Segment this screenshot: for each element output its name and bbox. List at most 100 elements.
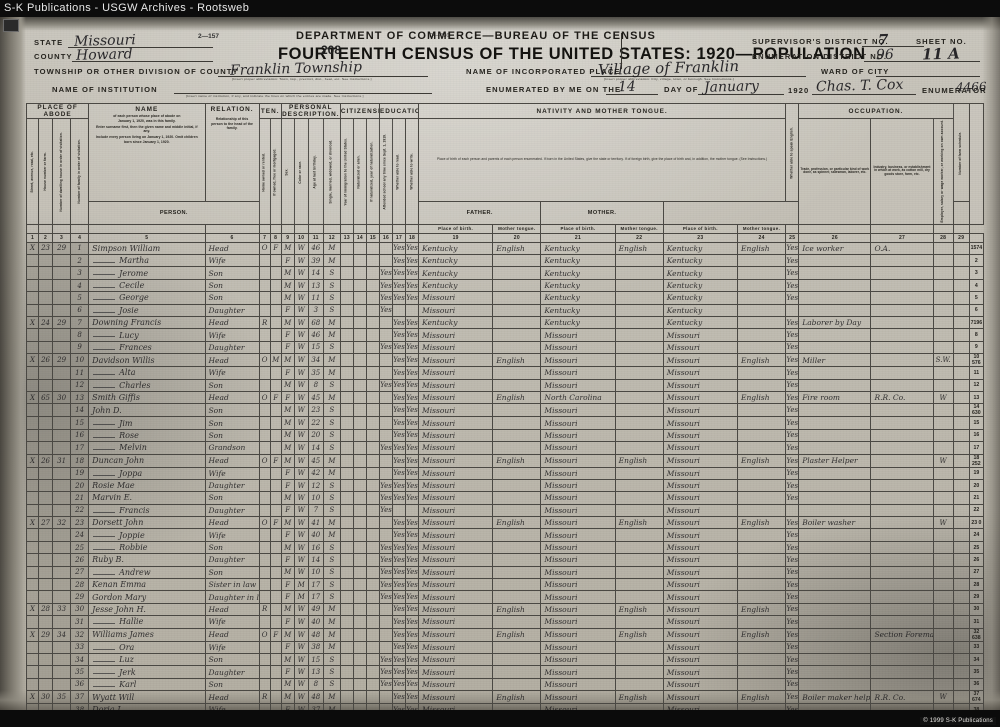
- cell-employer-class: [932, 366, 954, 380]
- cell-relation: Son: [204, 540, 260, 555]
- cell-dwelling-order: [52, 254, 72, 268]
- cell-farm-schedule: [952, 640, 970, 654]
- cell-naturalized: [352, 466, 367, 480]
- cell-sex: F: [280, 665, 295, 679]
- cell-employer-class: [932, 553, 954, 567]
- cell-home-owned: [258, 677, 271, 692]
- table-row[interactable]: 11 Alta Wife F W 35 M Yes Yes Missouri Missouri Mis…: [25, 366, 985, 380]
- cell-able-write: Yes: [405, 615, 420, 629]
- table-row[interactable]: 4 Cecile Son M W 13 S Yes Yes Yes Kentucky Kentucky…: [25, 278, 985, 293]
- table-row[interactable]: X 26 29 10 Davidson Willis Head O M M W 34 M Yes Yes M…: [25, 353, 985, 368]
- cell-occupation-industry: [870, 466, 934, 480]
- table-row[interactable]: 33 Ora Wife F W 38 M Yes Yes Missouri Missouri Miss…: [25, 640, 985, 654]
- cell-able-read: Yes: [391, 315, 407, 330]
- table-row[interactable]: 28 Kenan Emma Sister in law F M 17 S Yes Yes Yes M…: [25, 577, 985, 592]
- table-row[interactable]: 12 Charles Son M W 8 S Yes Yes Yes Missouri Missour…: [25, 378, 985, 392]
- table-row[interactable]: 2 Martha Wife F W 39 M Yes Yes Kentucky Kentucky Ke…: [25, 254, 985, 268]
- cell-father-birthplace: Missouri: [540, 453, 616, 468]
- table-row[interactable]: 15 Jim Son M W 22 S Yes Yes Missouri Missouri Misso…: [25, 416, 985, 430]
- table-row[interactable]: X 24 29 7 Downing Francis Head R M W 68 M Yes Yes Ken…: [25, 315, 985, 330]
- table-row[interactable]: 38 Doria J. Wife F W 37 M Yes Yes Missouri Missour…: [25, 703, 985, 710]
- cell-marital-status: S: [322, 378, 341, 392]
- table-row[interactable]: 22 Francis Daughter F W 7 S Yes Missouri Missouri…: [25, 503, 985, 518]
- column-number-17: 17: [391, 232, 407, 243]
- form-header: 2—157 [D4—336] DEPARTMENT OF COMMERCE—BU…: [26, 25, 987, 103]
- cell-home-owned: [258, 441, 271, 455]
- cell-family-order: 9: [70, 340, 90, 355]
- cell-speak-english: Yes: [785, 627, 800, 642]
- table-row[interactable]: X 28 33 30 Jesse John H. Head R M W 49 M Yes Yes Miss…: [25, 602, 985, 617]
- cell-sex: M: [280, 565, 295, 580]
- cell-father-mothertongue: [614, 565, 664, 580]
- row-line-number: 15: [968, 416, 985, 430]
- table-row[interactable]: X 29 34 32 Williams James Head O F M W 48 M Yes Yes Mi…: [25, 627, 985, 642]
- table-row[interactable]: 5 George Son M W 11 S Yes Yes Yes Missouri Kentucky…: [25, 291, 985, 305]
- cell-age: 17: [307, 577, 324, 592]
- cell-able-write: [405, 303, 420, 318]
- cell-free-mortgaged: [269, 291, 282, 305]
- table-row[interactable]: 3 Jerome Son M W 14 S Yes Yes Yes Kentucky Kentucky…: [25, 266, 985, 280]
- cell-speak-english: Yes: [785, 403, 800, 418]
- column-number-26: 26: [798, 232, 872, 243]
- cell-person-mothertongue: [492, 565, 542, 580]
- cell-attended-school: Yes: [378, 441, 393, 455]
- cell-place-street: [25, 677, 40, 692]
- cell-place-street: [25, 441, 40, 455]
- table-row[interactable]: 6 Josie Daughter F W 3 S Yes Missouri Kentucky Ken…: [25, 303, 985, 318]
- cell-sex: F: [280, 466, 295, 480]
- cell-farm-schedule: [952, 390, 970, 405]
- cell-occupation-trade: [798, 703, 872, 710]
- cell-marital-status: M: [322, 328, 341, 342]
- table-row[interactable]: X 27 32 23 Dorsett John Head O F M W 41 M Yes Yes Miss…: [25, 516, 985, 530]
- cell-able-read: Yes: [391, 390, 407, 405]
- cell-year-immigration: [339, 403, 354, 418]
- table-row[interactable]: 8 Lucy Wife F W 46 M Yes Yes Missouri Missouri Miss…: [25, 328, 985, 342]
- cell-place-house: 26: [38, 353, 54, 368]
- cell-place-street: [25, 266, 40, 280]
- table-row[interactable]: 19 Joppa Wife F W 42 M Yes Yes Missouri Missouri Mi…: [25, 466, 985, 480]
- table-row[interactable]: 35 Jerk Daughter F W 13 S Yes Yes Yes Missouri Miss…: [25, 665, 985, 679]
- cell-person-mothertongue: [492, 540, 542, 555]
- cell-person-name: Doria J.: [88, 703, 206, 710]
- cell-place-house: [38, 652, 54, 667]
- cell-dwelling-order: [52, 590, 72, 604]
- table-row[interactable]: 31 Hallie Wife F W 40 M Yes Yes Missouri Missouri M…: [25, 615, 985, 629]
- row-line-number: 37 674: [968, 690, 985, 705]
- table-row[interactable]: 27 Andrew Son M W 10 S Yes Yes Yes Missouri Missour…: [25, 565, 985, 580]
- cell-mother-mothertongue: [736, 428, 787, 443]
- cell-color-race: W: [293, 340, 309, 355]
- table-row[interactable]: 20 Rosie Mae Daughter F W 12 S Yes Yes Yes Missour…: [25, 478, 985, 493]
- table-row[interactable]: 9 Frances Daughter F W 15 S Yes Yes Yes Missouri Mi…: [25, 340, 985, 355]
- cell-mother-birthplace: Kentucky: [662, 315, 738, 330]
- table-row[interactable]: 17 Melvin Grandson M W 14 S Yes Yes Yes Missouri Mi…: [25, 441, 985, 455]
- cell-occupation-trade: [798, 590, 872, 604]
- table-row[interactable]: 34 Luz Son M W 15 S Yes Yes Yes Missouri Missouri Mi…: [25, 652, 985, 667]
- row-line-number: 3: [968, 266, 985, 280]
- table-row[interactable]: X 30 35 37 Wyatt Will Head R M W 48 M Yes Yes Missour…: [25, 690, 985, 705]
- cell-color-race: W: [293, 315, 309, 330]
- table-row[interactable]: X 65 30 13 Smith Giffis Head O F F W 45 M Yes Yes Miss…: [25, 390, 985, 405]
- table-row[interactable]: 24 Joppie Wife F W 40 M Yes Yes Missouri Missouri M…: [25, 528, 985, 542]
- sub-father-birthplace: Place of birth.: [540, 223, 616, 234]
- table-row[interactable]: X 23 29 1 Simpson William Head O F M W 46 M Yes Yes Ke…: [25, 241, 985, 256]
- table-row[interactable]: 16 Rose Son M W 20 S Yes Yes Missouri Missouri Miss…: [25, 428, 985, 443]
- cell-year-immigration: [339, 478, 354, 493]
- cell-employer-class: [932, 266, 954, 280]
- name-instr-3: Include every person living on January 1…: [95, 135, 198, 144]
- cell-mother-birthplace: Missouri: [662, 366, 738, 380]
- cell-year-immigration: [339, 416, 354, 430]
- table-row[interactable]: 26 Ruby B. Daughter F W 14 S Yes Yes Yes Missouri M…: [25, 553, 985, 567]
- table-row[interactable]: 36 Karl Son M W 8 S Yes Yes Yes Missouri Missouri Mi…: [25, 677, 985, 692]
- label-supervisor-district: SUPERVISOR'S DISTRICT NO.: [752, 37, 889, 46]
- cell-speak-english: Yes: [785, 366, 800, 380]
- table-row[interactable]: X 26 31 18 Duncan John Head O F M W 45 M Yes Yes Misso…: [25, 453, 985, 468]
- rule-sheet-number: [910, 61, 980, 62]
- cell-attended-school: [378, 516, 393, 530]
- table-row[interactable]: 21 Marvin E. Son M W 10 S Yes Yes Yes Missouri Miss…: [25, 491, 985, 505]
- table-row[interactable]: 25 Robbie Son M W 16 S Yes Yes Yes Missouri Missour…: [25, 540, 985, 555]
- cell-sex: F: [280, 615, 295, 629]
- cell-year-immigration: [339, 366, 354, 380]
- table-row[interactable]: 14 John D. Son M W 23 S Yes Yes Missouri Missouri M…: [25, 403, 985, 418]
